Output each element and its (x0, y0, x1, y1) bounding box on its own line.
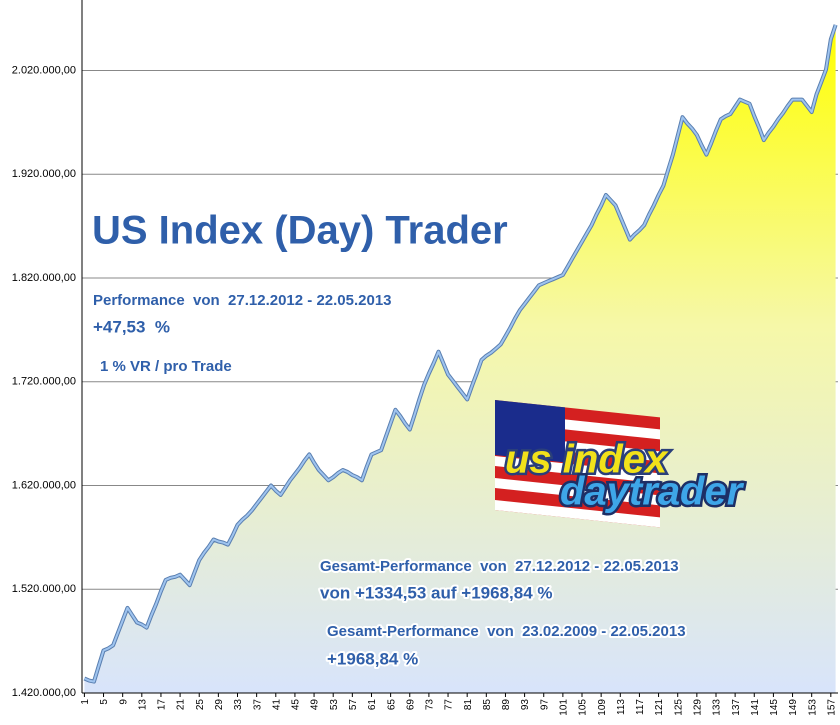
annotation: 1 % VR / pro Trade (100, 358, 232, 375)
logo-text: daytrader (560, 470, 745, 514)
x-tick-label: 61 (367, 699, 378, 711)
annotation: Gesamt-Performance von 23.02.2009 - 22.0… (327, 623, 686, 640)
x-tick-label: 1 (80, 699, 91, 705)
x-tick-label: 73 (425, 699, 436, 711)
y-tick-label: 1.420.000,00 (12, 687, 76, 699)
y-tick-label: 1.520.000,00 (12, 583, 76, 595)
x-tick-label: 69 (405, 699, 416, 711)
x-tick-label: 25 (195, 699, 206, 711)
x-tick-label: 77 (444, 699, 455, 711)
x-tick-label: 153 (807, 699, 818, 716)
annotation: Performance von 27.12.2012 - 22.05.2013 (93, 292, 392, 309)
y-tick-label: 1.620.000,00 (12, 479, 76, 491)
x-tick-label: 141 (750, 699, 761, 716)
x-tick-label: 17 (157, 699, 168, 711)
x-tick-label: 37 (252, 699, 263, 711)
x-tick-label: 145 (769, 699, 780, 716)
x-tick-label: 97 (539, 699, 550, 711)
x-tick-label: 109 (597, 699, 608, 716)
logo-text: us index (505, 438, 669, 482)
x-tick-label: 41 (271, 699, 282, 711)
x-tick-label: 57 (348, 699, 359, 711)
x-tick-label: 117 (635, 699, 646, 715)
annotation: +47,53 % (93, 317, 170, 336)
chart-title: US Index (Day) Trader (92, 209, 508, 253)
x-tick-label: 129 (692, 699, 703, 716)
x-tick-label: 137 (731, 699, 742, 716)
line (83, 24, 837, 683)
x-tick-label: 149 (788, 699, 799, 716)
x-tick-label: 65 (386, 699, 397, 711)
y-tick-label: 1.820.000,00 (12, 272, 76, 284)
x-tick-label: 53 (329, 699, 340, 711)
annotation: +1968,84 % (327, 649, 418, 668)
y-tick-label: 1.920.000,00 (12, 168, 76, 180)
x-tick-label: 133 (712, 699, 723, 716)
x-tick-label: 157 (826, 699, 837, 716)
x-tick-label: 121 (654, 699, 665, 716)
x-tick-label: 33 (233, 699, 244, 711)
y-tick-label: 1.720.000,00 (12, 376, 76, 388)
annotation: Gesamt-Performance von 27.12.2012 - 22.0… (320, 558, 679, 575)
x-tick-label: 93 (520, 699, 531, 711)
annotation: von +1334,53 auf +1968,84 % (320, 583, 553, 602)
x-tick-label: 105 (578, 699, 589, 716)
x-tick-label: 113 (616, 699, 627, 715)
x-tick-label: 81 (463, 699, 474, 711)
x-tick-label: 89 (501, 699, 512, 711)
x-tick-label: 49 (310, 699, 321, 711)
x-tick-label: 29 (214, 699, 225, 711)
x-tick-label: 9 (118, 699, 129, 705)
x-tick-label: 45 (291, 699, 302, 711)
x-tick-label: 101 (559, 699, 570, 716)
x-tick-label: 21 (176, 699, 187, 711)
x-tick-label: 125 (673, 699, 684, 716)
y-tick-label: 2.020.000,00 (12, 64, 76, 76)
x-tick-label: 85 (482, 699, 493, 711)
x-tick-label: 13 (137, 699, 148, 711)
x-tick-label: 5 (99, 699, 110, 705)
